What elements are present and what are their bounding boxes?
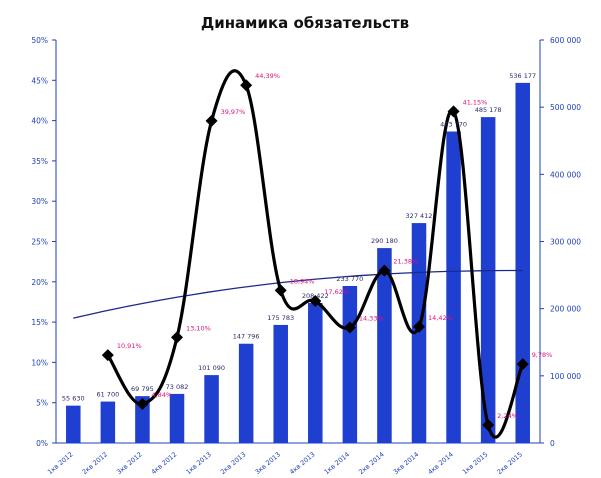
bar-value-label: 233 770 bbox=[336, 275, 363, 283]
line-point-marker bbox=[309, 294, 322, 307]
line-point-marker bbox=[447, 105, 460, 118]
x-tick-label: 1кв 2014 bbox=[323, 450, 352, 476]
bar bbox=[135, 396, 150, 443]
x-tick-label: 2кв 2013 bbox=[219, 450, 248, 476]
y-right-tick-label: 0 bbox=[550, 439, 555, 448]
line-point-marker bbox=[274, 284, 287, 297]
x-tick-label: 2кв 2014 bbox=[357, 450, 386, 476]
bar bbox=[66, 405, 81, 443]
bar-value-label: 485 178 bbox=[475, 106, 502, 114]
y-left-tick-label: 20% bbox=[31, 278, 48, 287]
bar-value-label: 327 412 bbox=[406, 212, 433, 220]
pct-value-label: 41,15% bbox=[463, 98, 488, 106]
y-right-tick-label: 600 000 bbox=[550, 36, 581, 45]
y-left-tick-label: 10% bbox=[31, 358, 48, 367]
line-point-marker bbox=[240, 79, 253, 92]
bar-value-label: 69 795 bbox=[131, 385, 154, 393]
y-left-tick-label: 45% bbox=[31, 76, 48, 85]
x-tick-label: 1кв 2015 bbox=[461, 450, 490, 476]
y-left-tick-label: 25% bbox=[31, 238, 48, 247]
trendline-series bbox=[73, 269, 523, 319]
line-point-marker bbox=[136, 397, 149, 410]
x-tick-label: 4кв 2014 bbox=[426, 450, 455, 476]
y-right-tick-label: 400 000 bbox=[550, 170, 581, 179]
pct-value-label: 44,39% bbox=[255, 72, 280, 80]
trendline-path bbox=[73, 269, 523, 319]
y-left-tick-label: 15% bbox=[31, 318, 48, 327]
bar-value-label: 536 177 bbox=[509, 72, 536, 80]
bar-value-label: 61 700 bbox=[96, 391, 119, 399]
bar-value-label: 463 770 bbox=[440, 121, 467, 129]
line-point-marker bbox=[378, 264, 391, 277]
pct-value-label: 18,94% bbox=[290, 277, 315, 285]
x-tick-label: 4кв 2013 bbox=[288, 450, 317, 476]
bar bbox=[480, 117, 496, 444]
growth-line-series bbox=[101, 69, 529, 439]
pct-value-label: 13,10% bbox=[186, 324, 211, 332]
bar bbox=[308, 303, 323, 443]
y-left-tick-label: 50% bbox=[31, 36, 48, 45]
pct-value-label: 39,97% bbox=[221, 108, 246, 116]
y-left-tick-label: 40% bbox=[31, 117, 48, 126]
y-left-tick-label: 0% bbox=[36, 439, 48, 448]
data-labels: 55 630 61 700 69 795 73 082 101 090 147 796 17… bbox=[62, 72, 552, 420]
x-tick-label: 3кв 2012 bbox=[115, 450, 144, 476]
bar bbox=[273, 324, 288, 443]
bar-value-label: 175 783 bbox=[267, 314, 294, 322]
pct-value-label: 21,38% bbox=[393, 258, 418, 266]
y-right-tick-label: 500 000 bbox=[550, 103, 581, 112]
pct-value-label: 9,78% bbox=[532, 351, 553, 359]
y-left-tick-label: 5% bbox=[36, 399, 48, 408]
y-right-tick-label: 300 000 bbox=[550, 238, 581, 247]
y-right-tick-label: 200 000 bbox=[550, 305, 581, 314]
x-tick-label: 3кв 2013 bbox=[253, 450, 282, 476]
bar-series bbox=[66, 82, 530, 444]
bar-value-label: 55 630 bbox=[62, 395, 85, 403]
line-point-marker bbox=[482, 418, 495, 431]
bar bbox=[342, 285, 358, 443]
pct-value-label: 17,62% bbox=[324, 288, 349, 296]
x-tick-label: 3кв 2014 bbox=[392, 450, 421, 476]
bar bbox=[377, 248, 392, 443]
pct-value-label: 14,42% bbox=[428, 314, 453, 322]
line-point-marker bbox=[343, 321, 356, 334]
bar bbox=[238, 343, 254, 443]
line-point-marker bbox=[516, 358, 529, 371]
line-point-marker bbox=[205, 114, 218, 127]
bar bbox=[204, 375, 219, 443]
bar bbox=[169, 393, 185, 443]
line-point-marker bbox=[171, 331, 183, 344]
line-point-marker bbox=[101, 349, 114, 362]
line-point-marker bbox=[413, 320, 425, 333]
pct-value-label: 2,24% bbox=[497, 412, 518, 420]
x-tick-label: 2кв 2012 bbox=[81, 450, 110, 476]
bar-value-label: 208 422 bbox=[302, 292, 329, 300]
bar-value-label: 147 796 bbox=[233, 333, 260, 341]
bar bbox=[411, 223, 427, 443]
chart-title: Динамика обязательств bbox=[201, 14, 409, 32]
bar bbox=[515, 82, 530, 443]
bar bbox=[446, 131, 461, 443]
y-right-tick-label: 100 000 bbox=[550, 372, 581, 381]
x-tick-label: 1кв 2013 bbox=[184, 450, 213, 476]
x-tick-label: 4кв 2012 bbox=[150, 450, 179, 476]
y-left-tick-label: 30% bbox=[31, 197, 48, 206]
y-left-tick-label: 35% bbox=[31, 157, 48, 166]
bar-value-label: 73 082 bbox=[166, 383, 189, 391]
pct-value-label: 10,91% bbox=[117, 342, 142, 350]
growth-line-path bbox=[106, 69, 525, 439]
bar-value-label: 290 180 bbox=[371, 237, 398, 245]
pct-value-label: 14,33% bbox=[359, 315, 384, 323]
x-tick-label: 1кв 2012 bbox=[46, 450, 75, 476]
pct-value-label: 4,84% bbox=[151, 391, 172, 399]
bar bbox=[100, 401, 116, 443]
x-tick-label: 2кв 2015 bbox=[495, 450, 524, 476]
bar-value-label: 101 090 bbox=[198, 364, 225, 372]
